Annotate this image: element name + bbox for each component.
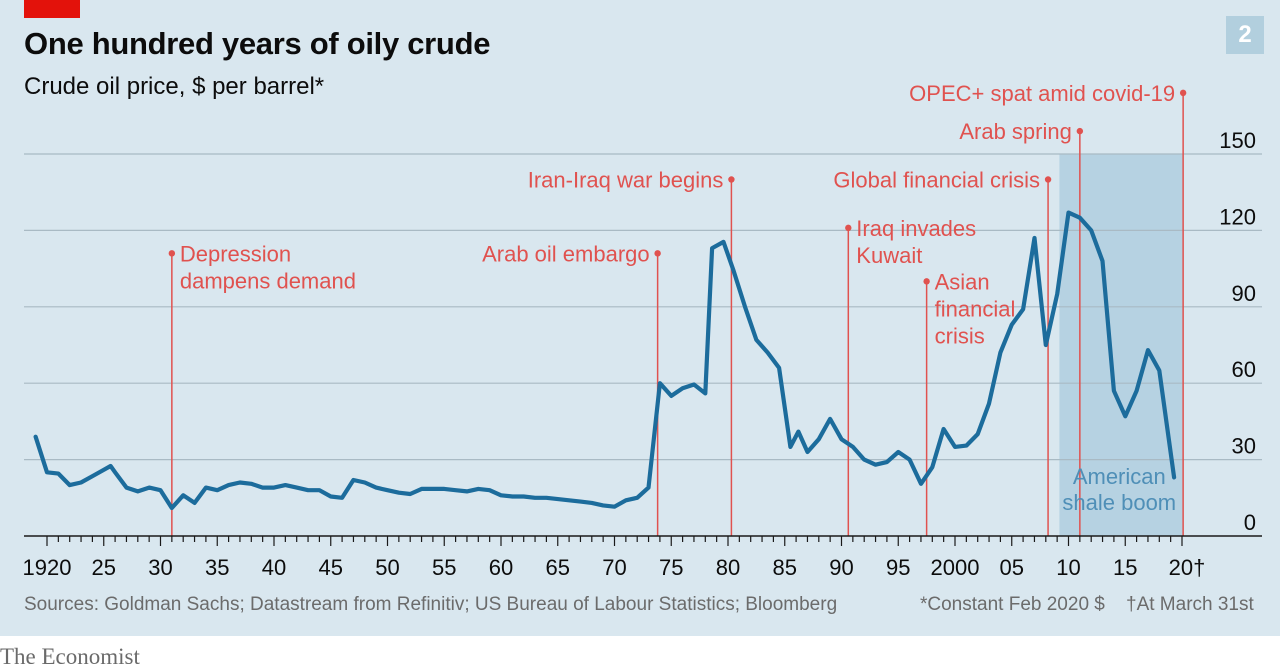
chart-subtitle: Crude oil price, $ per barrel* (24, 73, 325, 100)
y-tick-label: 0 (1244, 510, 1256, 535)
x-tick-label: 20† (1169, 555, 1206, 580)
x-tick-label: 05 (1000, 555, 1024, 580)
x-tick-label: 40 (262, 555, 286, 580)
annotation-label: crisis (935, 323, 985, 348)
x-tick-label: 95 (886, 555, 910, 580)
x-tick-label: 45 (319, 555, 343, 580)
x-tick-label: 85 (773, 555, 797, 580)
x-tick-label: 1920 (23, 555, 72, 580)
annotation-label: Iraq invades (856, 216, 976, 241)
annotation-label: financial (935, 296, 1016, 321)
x-tick-label: 90 (829, 555, 853, 580)
x-tick-label: 80 (716, 555, 740, 580)
shale-boom-label: American (1073, 464, 1166, 489)
x-tick-label: 10 (1056, 555, 1080, 580)
y-tick-label: 60 (1232, 357, 1256, 382)
annotation-label: OPEC+ spat amid covid-19 (909, 81, 1175, 106)
footnote-date: †At March 31st (1126, 594, 1254, 615)
shale-boom-label: shale boom (1062, 490, 1176, 515)
annotation-label: dampens demand (180, 268, 356, 293)
series-group (33, 210, 1177, 511)
annotation-label: Depression (180, 241, 291, 266)
annotation-dot (1179, 89, 1187, 97)
x-tick-label: 50 (375, 555, 399, 580)
annotation-label: Asian (935, 269, 990, 294)
x-tick-label: 35 (205, 555, 229, 580)
x-tick-label: 65 (546, 555, 570, 580)
oil-price-chart: 0 30 60 90 120 150 1920 25 30 35 40 45 50 55 60 65 70 75 8… (23, 81, 1262, 580)
annotation-dot (728, 176, 735, 183)
y-tick-label: 30 (1232, 434, 1256, 459)
axis-group: 0 30 60 90 120 150 1920 25 30 35 40 45 50 55 60 65 70 75 8… (23, 128, 1262, 580)
annotation-label: Kuwait (856, 243, 922, 268)
annotation-label: Iran-Iraq war begins (528, 167, 724, 192)
annotation-label: Arab oil embargo (482, 241, 650, 266)
annotation-dot (168, 250, 176, 257)
x-tick-label: 60 (489, 555, 513, 580)
x-tick-label: 55 (432, 555, 456, 580)
economist-logo: The Economist (0, 644, 140, 669)
x-tick-label: 2000 (931, 555, 980, 580)
x-tick-label: 75 (659, 555, 683, 580)
x-tick-label: 30 (148, 555, 172, 580)
x-tick-label: 70 (602, 555, 626, 580)
annotation-dot (1076, 127, 1084, 135)
footnote-price: *Constant Feb 2020 $ (920, 594, 1105, 615)
annotation-dot (654, 250, 661, 257)
annotation-lines-group (168, 89, 1187, 536)
brand-red-tag (24, 0, 80, 18)
y-tick-label: 90 (1232, 281, 1256, 306)
annotation-label: Global financial crisis (833, 167, 1040, 192)
chart-number-badge: 2 (1226, 16, 1264, 54)
annotation-label: Arab spring (959, 119, 1072, 144)
x-tick-label: 25 (92, 555, 116, 580)
annotation-dot (845, 224, 852, 232)
x-tick-label: 15 (1113, 555, 1137, 580)
sources-note: Sources: Goldman Sachs; Datastream from … (24, 594, 838, 615)
y-tick-label: 120 (1219, 204, 1256, 229)
annotation-dot (1044, 176, 1052, 183)
y-tick-label: 150 (1219, 128, 1256, 153)
chart-title: One hundred years of oily crude (24, 26, 491, 61)
oil-price-line (33, 210, 1177, 511)
annotation-dot (923, 278, 930, 285)
